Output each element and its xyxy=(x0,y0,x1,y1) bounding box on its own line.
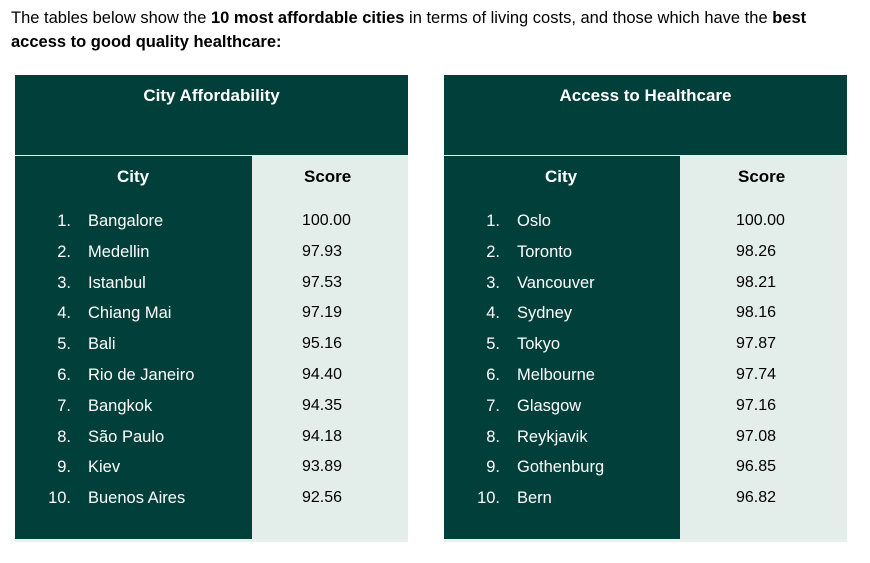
city-name: Glasgow xyxy=(517,396,582,415)
score-value: 100.00 xyxy=(302,212,351,229)
score-value: 93.89 xyxy=(302,458,343,476)
table-row: 4. Sydney 98.16 xyxy=(444,304,847,335)
score-value: 94.35 xyxy=(302,396,343,414)
table-row: 10. Buenos Aires 92.56 xyxy=(15,489,408,520)
table-bottom-edge xyxy=(444,539,847,542)
score-value: 96.82 xyxy=(736,489,777,507)
table-row: 6. Rio de Janeiro 94.40 xyxy=(15,366,408,397)
table-bottom-edge xyxy=(15,539,408,542)
rank: 5. xyxy=(57,335,71,354)
city-name: Bern xyxy=(517,489,552,508)
rank: 5. xyxy=(486,335,500,354)
rank: 9. xyxy=(486,458,500,477)
score-column-header: Score xyxy=(738,167,786,186)
score-value: 96.85 xyxy=(736,458,777,476)
rank: 10. xyxy=(48,489,71,508)
city-name: Istanbul xyxy=(88,273,146,292)
city-name: Gothenburg xyxy=(517,458,605,477)
rank: 4. xyxy=(57,304,71,323)
rank: 9. xyxy=(57,458,71,477)
city-name: São Paulo xyxy=(88,427,165,446)
city-name: Bangkok xyxy=(88,396,153,415)
table-row: 1. Oslo 100.00 xyxy=(444,212,847,243)
score-value: 97.19 xyxy=(302,304,343,322)
score-value: 97.93 xyxy=(302,242,343,260)
city-column-header: City xyxy=(117,167,150,186)
healthcare-table: Access to Healthcare City Score 1. Oslo 10… xyxy=(444,75,847,539)
score-value: 98.16 xyxy=(736,304,777,322)
intro-bold-1: 10 most affordable cities xyxy=(210,9,405,27)
city-column-header: City xyxy=(545,167,578,186)
table-row: 5. Bali 95.16 xyxy=(15,335,408,366)
table-row: 9. Kiev 93.89 xyxy=(15,458,408,489)
rank: 4. xyxy=(486,304,500,323)
table-row: 2. Toronto 98.26 xyxy=(444,243,847,274)
rank: 7. xyxy=(57,396,71,415)
table-row: 2. Medellin 97.93 xyxy=(15,243,408,274)
city-name: Reykjavik xyxy=(517,427,588,446)
table-row: 8. São Paulo 94.18 xyxy=(15,428,408,459)
score-value: 94.18 xyxy=(302,427,343,445)
city-name: Tokyo xyxy=(517,335,561,354)
rank: 3. xyxy=(486,273,500,292)
intro-part-1: The tables below show the xyxy=(11,9,211,27)
intro-text: The tables below show the 10 most afford… xyxy=(11,6,861,54)
table-row: 3. Vancouver 98.21 xyxy=(444,274,847,305)
rank: 2. xyxy=(486,242,500,261)
score-value: 94.40 xyxy=(302,365,343,383)
rank: 6. xyxy=(57,365,71,384)
table-row: 3. Istanbul 97.53 xyxy=(15,274,408,305)
city-name: Chiang Mai xyxy=(88,304,172,323)
table-title: Access to Healthcare xyxy=(444,75,847,156)
city-name: Medellin xyxy=(88,242,150,261)
table-row: 5. Tokyo 97.87 xyxy=(444,335,847,366)
table-row: 10. Bern 96.82 xyxy=(444,489,847,520)
city-name: Vancouver xyxy=(517,273,595,292)
score-value: 98.21 xyxy=(736,273,777,291)
rank: 10. xyxy=(477,489,500,508)
table-title: City Affordability xyxy=(15,75,408,156)
city-name: Buenos Aires xyxy=(88,489,186,508)
score-value: 97.74 xyxy=(736,365,777,383)
score-value: 92.56 xyxy=(302,489,343,507)
city-name: Toronto xyxy=(517,242,573,261)
table-row: 7. Bangkok 94.35 xyxy=(15,397,408,428)
rank: 2. xyxy=(57,242,71,261)
score-column-header: Score xyxy=(304,167,352,186)
city-name: Rio de Janeiro xyxy=(88,365,195,384)
city-name: Kiev xyxy=(88,458,121,477)
table-body: 1. Oslo 100.00 2. Toronto 98.26 3. Vancouver 9… xyxy=(444,212,847,520)
intro-part-2: in terms of living costs, and those whic… xyxy=(404,9,773,27)
score-value: 97.08 xyxy=(736,427,777,445)
table-row: 6. Melbourne 97.74 xyxy=(444,366,847,397)
city-name: Melbourne xyxy=(517,365,595,384)
score-value: 97.87 xyxy=(736,335,777,353)
rank: 1. xyxy=(486,212,500,230)
table-row: 1. Bangalore 100.00 xyxy=(15,212,408,243)
rank: 8. xyxy=(486,427,500,446)
rank: 6. xyxy=(486,365,500,384)
score-column-background xyxy=(680,156,847,539)
table-row: 7. Glasgow 97.16 xyxy=(444,397,847,428)
table-row: 4. Chiang Mai 97.19 xyxy=(15,304,408,335)
rank: 3. xyxy=(57,273,71,292)
city-name: Bangalore xyxy=(88,212,164,230)
table-row: 8. Reykjavik 97.08 xyxy=(444,428,847,459)
score-value: 95.16 xyxy=(302,335,343,353)
table-row: 9. Gothenburg 96.85 xyxy=(444,458,847,489)
city-name: Bali xyxy=(88,335,116,354)
rank: 7. xyxy=(486,396,500,415)
city-name: Sydney xyxy=(517,304,573,323)
city-name: Oslo xyxy=(517,212,551,230)
intro-bold-2: best access to good quality healthcare: xyxy=(11,9,807,51)
score-value: 97.53 xyxy=(302,273,343,291)
rank: 8. xyxy=(57,427,71,446)
score-column-background xyxy=(252,156,408,539)
affordability-table: City Affordability City Score 1. Bangalor… xyxy=(15,75,408,539)
score-value: 97.16 xyxy=(736,396,777,414)
rank: 1. xyxy=(57,212,71,230)
score-value: 100.00 xyxy=(736,212,785,229)
table-body: 1. Bangalore 100.00 2. Medellin 97.93 3. Ista… xyxy=(15,212,408,520)
score-value: 98.26 xyxy=(736,242,777,260)
